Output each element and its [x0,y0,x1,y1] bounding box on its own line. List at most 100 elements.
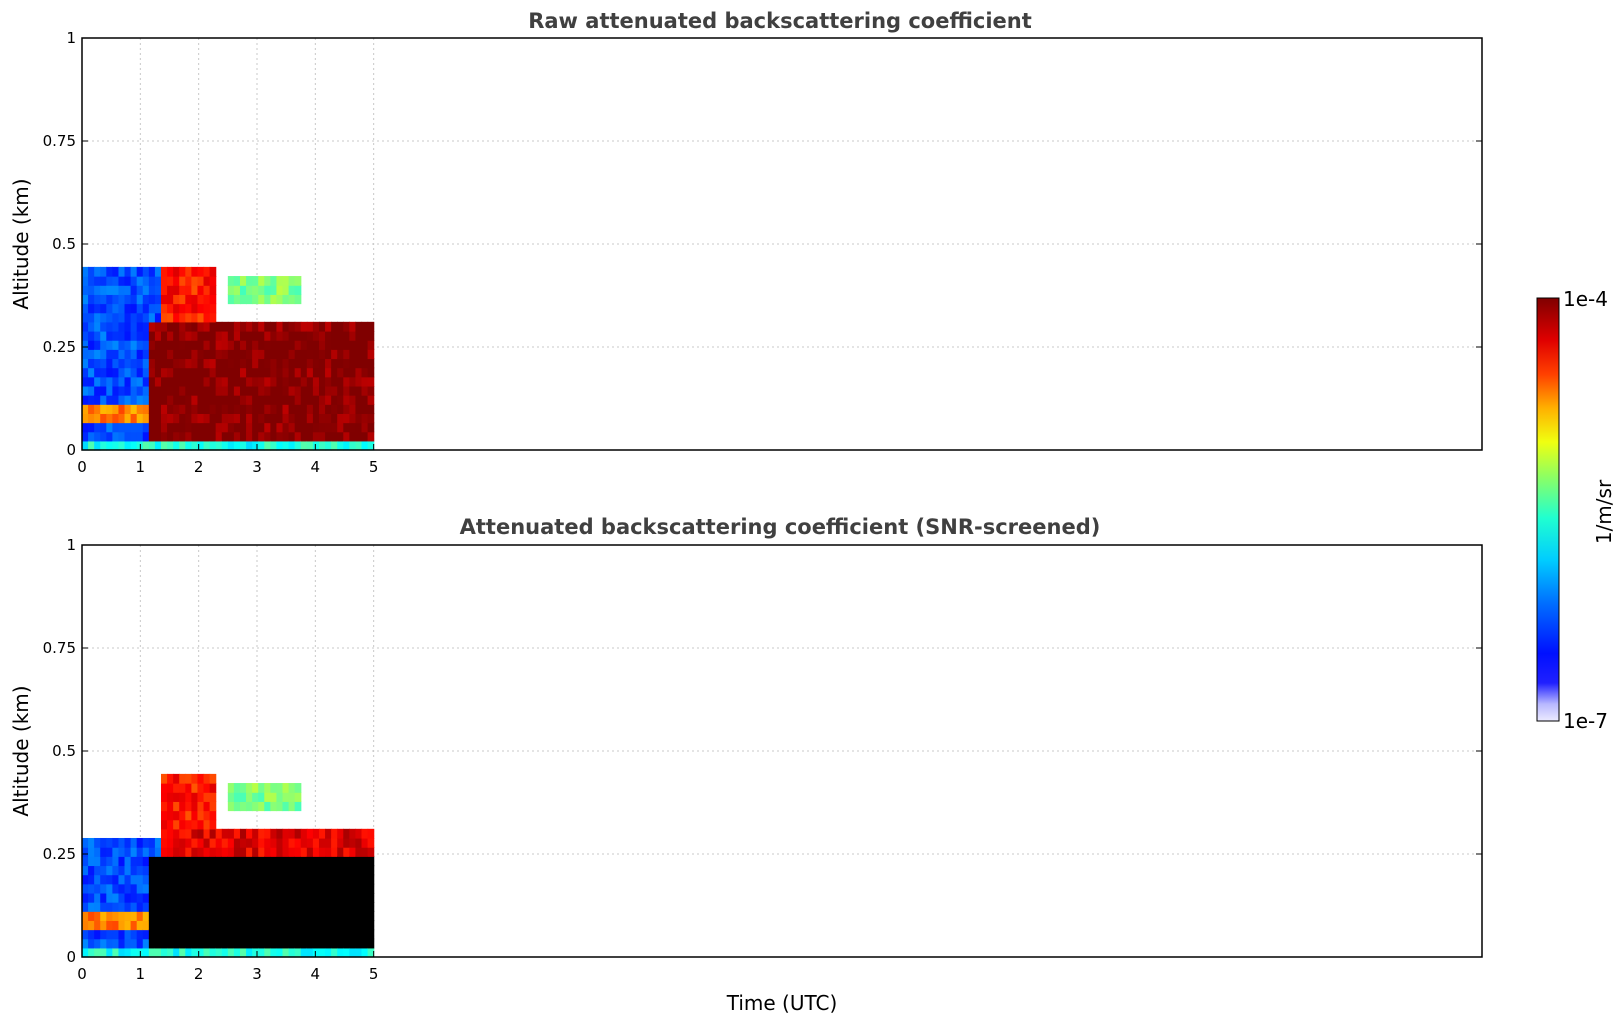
heatmap-cell [294,349,302,360]
heatmap-cell [312,865,320,876]
heatmap-cell [221,892,229,903]
heatmap-cell [246,847,253,857]
heatmap-cell [306,874,314,885]
heatmap-cell [203,847,211,857]
heatmap-cell [136,285,144,295]
heatmap-cell [82,266,89,277]
heatmap-cell [106,929,113,940]
heatmap-cell [239,874,247,885]
heatmap-cell [130,266,138,277]
heatmap-cell [294,285,302,295]
heatmap-cell [154,367,162,378]
heatmap-cell [124,385,132,396]
heatmap-cell [264,828,271,839]
heatmap-cell [215,330,223,341]
heatmap-cell [343,422,350,433]
heatmap-cell [160,312,168,323]
heatmap-cell [264,902,271,912]
heatmap-cell [191,385,199,396]
heatmap-cell [221,440,229,451]
heatmap-cell [148,947,156,958]
heatmap-cell [264,413,271,424]
heatmap-cell [312,349,320,360]
heatmap-cell [343,330,350,341]
heatmap-cell [264,367,271,378]
heatmap-cell [294,358,302,369]
heatmap-cell [331,902,338,912]
heatmap-cell [288,404,296,414]
heatmap-cell [173,847,180,857]
heatmap-cell [325,404,332,414]
heatmap-cell [233,865,241,876]
y-axis-label: Altitude (km) [9,178,33,309]
heatmap-cell [318,413,326,424]
heatmap-cell [294,385,302,396]
heatmap-cell [264,920,271,931]
heatmap-cell [142,321,150,332]
heatmap-cell [264,395,271,405]
heatmap-cell [325,431,332,442]
heatmap-cell [191,330,199,341]
heatmap-cell [209,837,217,848]
heatmap-cell [355,856,363,867]
heatmap-cell [118,865,126,876]
heatmap-cell [142,837,150,848]
heatmap-cell [130,385,138,396]
heatmap-cell [276,385,284,396]
heatmap-cell [136,385,144,396]
heatmap-cell [191,865,199,876]
heatmap-cell [173,385,180,396]
heatmap-cell [258,911,265,921]
heatmap-cell [258,431,265,442]
heatmap-cell [215,892,223,903]
heatmap-cell [209,349,217,360]
heatmap-cell [246,947,253,958]
heatmap-cell [227,440,235,451]
heatmap-cell [136,376,144,387]
heatmap-cell [227,865,235,876]
heatmap-cell [100,385,107,396]
heatmap-cell [300,376,308,387]
heatmap-cell [367,902,375,912]
heatmap-cell [100,837,107,848]
heatmap-cell [312,920,320,931]
heatmap-cell [112,358,120,369]
heatmap-cell [167,367,174,378]
heatmap-cell [227,828,235,839]
heatmap-cell [88,385,95,396]
heatmap-cell [106,404,113,414]
heatmap-cell [142,847,150,857]
heatmap-cell [239,358,247,369]
heatmap-cell [246,883,253,894]
heatmap-cell [130,422,138,433]
heatmap-cell [337,340,344,350]
heatmap-cell [215,404,223,414]
heatmap-cell [148,422,156,433]
heatmap-cell [343,938,350,949]
heatmap-cell [154,266,162,277]
heatmap-cell [160,404,168,414]
heatmap-cell [276,929,284,940]
heatmap-cell [173,865,180,876]
heatmap-cell [100,395,107,405]
y-tick-label: 0.5 [52,742,76,760]
raw-backscatter-panel: Raw attenuated backscattering coefficien… [9,9,1483,476]
heatmap-cell [179,801,186,812]
heatmap-cell [130,321,138,332]
heatmap-cell [203,385,211,396]
heatmap-cell [179,892,186,903]
heatmap-cell [246,874,253,885]
heatmap-cell [112,929,120,940]
heatmap-cell [337,422,344,433]
heatmap-cell [124,404,132,414]
heatmap-cell [148,911,156,921]
heatmap-cell [167,431,174,442]
heatmap-cell [233,883,241,894]
heatmap-cell [179,340,186,350]
heatmap-cell [142,276,150,286]
heatmap-cell [367,376,375,387]
heatmap-cell [276,938,284,949]
heatmap-cell [124,440,132,451]
heatmap-cell [276,431,284,442]
heatmap-cell [233,828,241,839]
